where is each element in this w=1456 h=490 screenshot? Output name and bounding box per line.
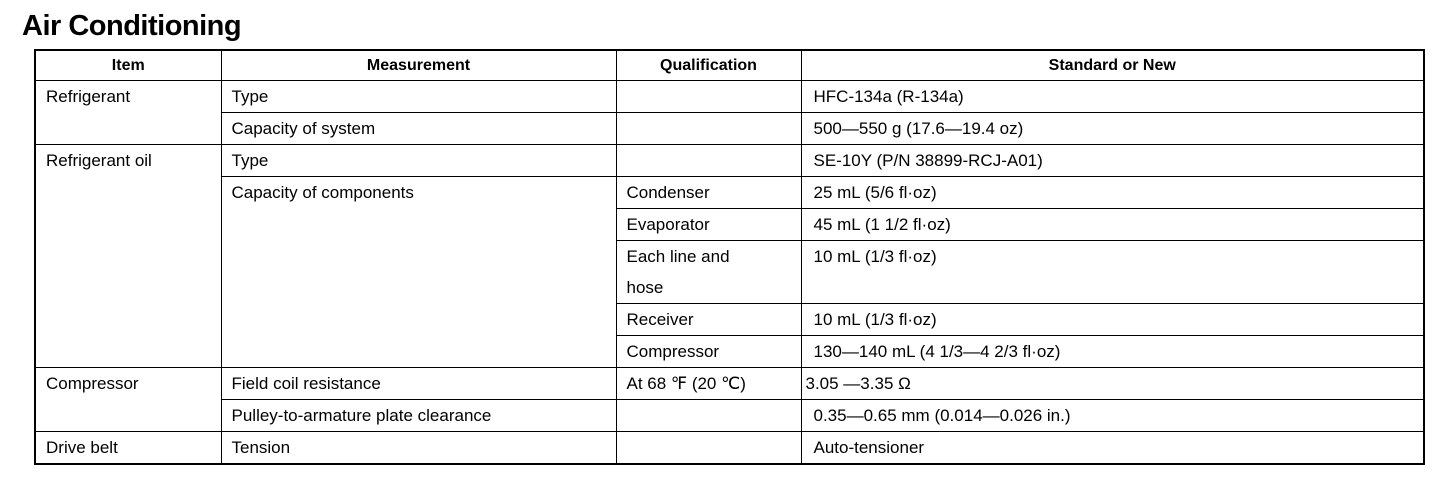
table-row: Pulley-to-armature plate clearance 0.35—… bbox=[35, 399, 1425, 432]
measurement-cell: Pulley-to-armature plate clearance bbox=[220, 399, 617, 432]
standard-cell: 45 mL (1 1/2 fl·oz) bbox=[800, 208, 1425, 241]
standard-cell: 500—550 g (17.6—19.4 oz) bbox=[800, 112, 1425, 145]
table-row: Refrigerant oil Type SE-10Y (P/N 38899-R… bbox=[34, 144, 1425, 368]
measurement-cell: Capacity of components bbox=[220, 176, 617, 368]
qualification-cell: At 68 ℉ (20 ℃) bbox=[615, 367, 802, 400]
qualification-cell: Evaporator bbox=[615, 208, 802, 241]
table-row: Capacity of components Condenser 25 mL (… bbox=[35, 176, 1425, 368]
measurement-cell: Type bbox=[220, 144, 617, 177]
standard-cell: Auto-tensioner bbox=[800, 431, 1425, 465]
qualification-cell bbox=[615, 399, 802, 432]
qualification-cell bbox=[615, 112, 802, 145]
measurement-cell: Type bbox=[220, 80, 617, 113]
qualification-cell: Condenser bbox=[615, 176, 802, 209]
header-qualification: Qualification bbox=[615, 49, 802, 81]
item-cell: Refrigerant bbox=[34, 80, 222, 145]
standard-cell: 10 mL (1/3 fl·oz) bbox=[800, 240, 1425, 304]
qualification-cell bbox=[615, 431, 802, 465]
standard-cell: 3.05 —3.35 Ω bbox=[800, 367, 1425, 400]
item-cell: Drive belt bbox=[34, 431, 222, 465]
qualification-cell bbox=[615, 80, 802, 113]
page-title: Air Conditioning bbox=[22, 10, 242, 42]
qualification-cell bbox=[615, 144, 802, 177]
specifications-table: Item Measurement Qualification Standard … bbox=[34, 49, 1425, 465]
table-row: Each line and hose 10 mL (1/3 fl·oz) bbox=[35, 240, 1425, 304]
item-cell: Compressor bbox=[34, 367, 222, 432]
table-row: Drive belt Tension Auto-tensioner bbox=[34, 431, 1425, 465]
standard-cell: 25 mL (5/6 fl·oz) bbox=[800, 176, 1425, 209]
qualification-cell: Compressor bbox=[615, 335, 802, 368]
standard-cell: 130—140 mL (4 1/3—4 2/3 fl·oz) bbox=[800, 335, 1425, 368]
table-row: Evaporator 45 mL (1 1/2 fl·oz) bbox=[35, 208, 1425, 241]
header-standard: Standard or New bbox=[800, 49, 1425, 81]
standard-cell: HFC-134a (R-134a) bbox=[800, 80, 1425, 113]
qualification-cell: Each line and hose bbox=[615, 240, 802, 304]
standard-cell: 0.35—0.65 mm (0.014—0.026 in.) bbox=[800, 399, 1425, 432]
standard-cell: 10 mL (1/3 fl·oz) bbox=[800, 303, 1425, 336]
item-cell: Refrigerant oil bbox=[34, 144, 222, 368]
table-row: Compressor 130—140 mL (4 1/3—4 2/3 fl·oz… bbox=[35, 335, 1425, 368]
table-row: Capacity of system 500—550 g (17.6—19.4 … bbox=[35, 112, 1425, 145]
measurement-cell: Field coil resistance bbox=[220, 367, 617, 400]
header-measurement: Measurement bbox=[220, 49, 617, 81]
header-item: Item bbox=[34, 49, 222, 81]
measurement-cell: Tension bbox=[220, 431, 617, 465]
table-row: Refrigerant Type HFC-134a (R-134a) bbox=[34, 80, 1425, 145]
qualification-cell: Receiver bbox=[615, 303, 802, 336]
measurement-cell: Capacity of system bbox=[220, 112, 617, 145]
table-header-row: Item Measurement Qualification Standard … bbox=[34, 49, 1425, 81]
standard-cell: SE-10Y (P/N 38899-RCJ-A01) bbox=[800, 144, 1425, 177]
table-row: Compressor Field coil resistance At 68 ℉… bbox=[34, 367, 1425, 432]
